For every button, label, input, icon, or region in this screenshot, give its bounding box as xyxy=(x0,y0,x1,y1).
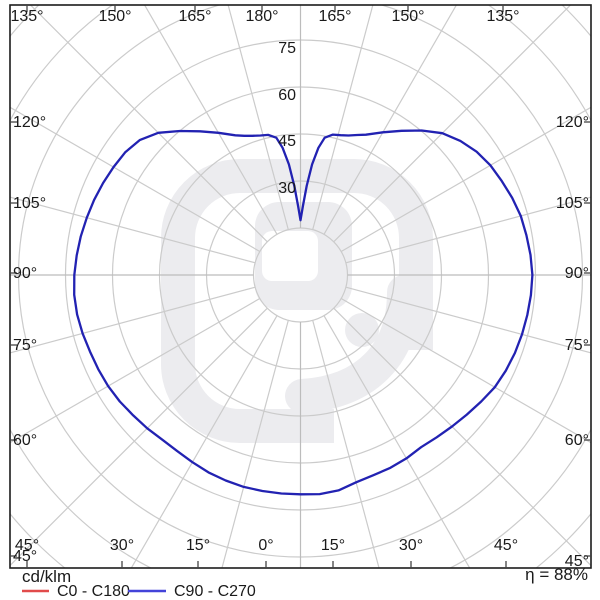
angle-label-right: 90° xyxy=(565,265,589,282)
angle-label-right: 120° xyxy=(556,114,589,131)
radial-tick-label: 45 xyxy=(278,133,296,150)
angle-label-top: 135° xyxy=(486,8,519,25)
angle-label-right: 45° xyxy=(565,553,589,570)
angle-label-left: 45° xyxy=(13,548,37,565)
efficiency-label: η = 88% xyxy=(525,565,588,584)
angle-label-bottom: 15° xyxy=(186,537,210,554)
unit-label: cd/klm xyxy=(22,567,71,586)
radial-tick-label: 75 xyxy=(278,40,296,57)
legend: cd/klm C0 - C180 C90 - C270 η = 88% xyxy=(22,565,588,600)
angle-label-top: 150° xyxy=(98,8,131,25)
angle-label-left: 120° xyxy=(13,114,46,131)
angle-label-top: 165° xyxy=(318,8,351,25)
angle-label-top: 150° xyxy=(391,8,424,25)
angle-label-bottom: 45° xyxy=(494,537,518,554)
angle-label-left: 75° xyxy=(13,337,37,354)
intensity-curve-c90-c270 xyxy=(73,129,534,496)
angle-label-right: 105° xyxy=(556,195,589,212)
angle-label-bottom: 45° xyxy=(15,537,39,554)
radial-tick-label: 60 xyxy=(278,87,296,104)
angle-label-right: 75° xyxy=(565,337,589,354)
angle-label-top: 165° xyxy=(178,8,211,25)
angle-label-right: 60° xyxy=(565,432,589,449)
legend-label-c90-c270: C90 - C270 xyxy=(174,583,256,600)
angle-label-top: 135° xyxy=(10,8,43,25)
angle-label-left: 105° xyxy=(13,195,46,212)
radial-tick-label: 30 xyxy=(278,180,296,197)
angle-label-bottom: 0° xyxy=(258,537,273,554)
angle-label-left: 90° xyxy=(13,265,37,282)
plot-frame xyxy=(9,4,592,569)
angle-label-bottom: 15° xyxy=(321,537,345,554)
legend-label-c0-c180: C0 - C180 xyxy=(57,583,130,600)
angle-label-bottom: 30° xyxy=(110,537,134,554)
angle-label-left: 60° xyxy=(13,432,37,449)
angle-label-top: 180° xyxy=(245,8,278,25)
frame-ticks xyxy=(10,5,591,568)
angle-label-bottom: 30° xyxy=(399,537,423,554)
